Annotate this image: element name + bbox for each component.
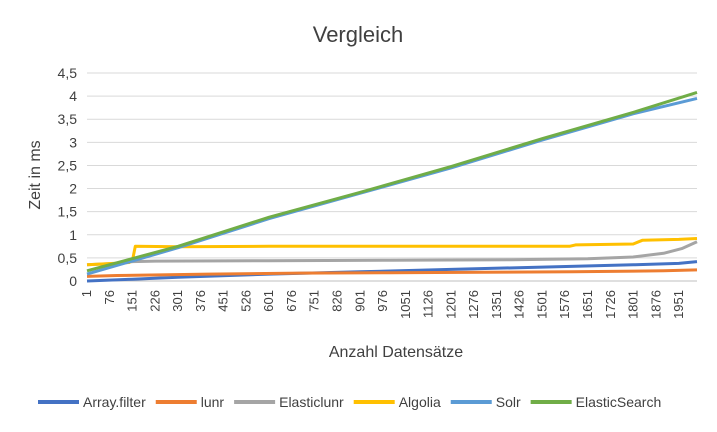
x-tick-label: 826 bbox=[329, 290, 344, 312]
x-tick-label: 301 bbox=[170, 290, 185, 312]
chart-title: Vergleich bbox=[313, 22, 404, 47]
y-tick-label: 4,5 bbox=[58, 65, 78, 81]
y-axis-ticks: 0 0,5 1 1,5 2 2,5 3 3,5 4 4,5 bbox=[58, 65, 78, 289]
y-tick-label: 1 bbox=[69, 227, 77, 243]
x-tick-label: 1726 bbox=[603, 290, 618, 319]
legend: Array.filter lunr Elasticlunr Algolia Solr El… bbox=[38, 394, 661, 410]
x-tick-label: 76 bbox=[102, 290, 117, 304]
x-tick-label: 1051 bbox=[398, 290, 413, 319]
legend-label-elasticsearch: ElasticSearch bbox=[576, 394, 662, 410]
x-tick-label: 751 bbox=[307, 290, 322, 312]
x-tick-label: 151 bbox=[125, 290, 140, 312]
x-tick-label: 1351 bbox=[489, 290, 504, 319]
y-axis-label: Zeit in ms bbox=[27, 140, 44, 209]
x-tick-label: 901 bbox=[352, 290, 367, 312]
x-tick-label: 1801 bbox=[626, 290, 641, 319]
x-axis-ticks: 1 76 151 226 301 376 451 526 601 676 751 826 901 976 1… bbox=[79, 290, 686, 319]
x-tick-label: 1201 bbox=[443, 290, 458, 319]
series-line-array-filter bbox=[86, 260, 698, 283]
legend-label-array-filter: Array.filter bbox=[83, 394, 146, 410]
y-tick-label: 2,5 bbox=[58, 157, 78, 173]
x-tick-label: 1 bbox=[79, 290, 94, 297]
y-tick-label: 0 bbox=[69, 273, 77, 289]
x-tick-label: 1651 bbox=[580, 290, 595, 319]
y-tick-label: 2 bbox=[69, 181, 77, 197]
x-tick-label: 1576 bbox=[557, 290, 572, 319]
y-tick-label: 0,5 bbox=[58, 250, 78, 266]
x-tick-label: 1276 bbox=[466, 290, 481, 319]
series-group bbox=[86, 90, 698, 283]
x-tick-label: 376 bbox=[193, 290, 208, 312]
legend-label-solr: Solr bbox=[496, 394, 521, 410]
y-tick-label: 1,5 bbox=[58, 204, 78, 220]
y-tick-label: 3 bbox=[69, 134, 77, 150]
legend-label-elasticlunr: Elasticlunr bbox=[279, 394, 344, 410]
y-tick-label: 3,5 bbox=[58, 111, 78, 127]
legend-label-lunr: lunr bbox=[201, 394, 225, 410]
x-tick-label: 451 bbox=[216, 290, 231, 312]
x-tick-label: 676 bbox=[284, 290, 299, 312]
x-tick-label: 1126 bbox=[421, 290, 436, 318]
x-tick-label: 1951 bbox=[671, 290, 686, 319]
legend-label-algolia: Algolia bbox=[399, 394, 441, 410]
y-tick-label: 4 bbox=[69, 88, 77, 104]
x-tick-label: 1876 bbox=[648, 290, 663, 319]
series-line-lunr bbox=[86, 268, 698, 278]
x-axis-label: Anzahl Datensätze bbox=[329, 344, 463, 361]
x-tick-label: 1426 bbox=[512, 290, 527, 319]
x-tick-label: 976 bbox=[375, 290, 390, 312]
x-tick-label: 1501 bbox=[534, 290, 549, 319]
grid bbox=[87, 72, 697, 282]
x-tick-label: 601 bbox=[261, 290, 276, 312]
series-line-elasticsearch bbox=[86, 90, 698, 273]
x-tick-label: 226 bbox=[147, 290, 162, 312]
x-tick-label: 526 bbox=[238, 290, 253, 312]
